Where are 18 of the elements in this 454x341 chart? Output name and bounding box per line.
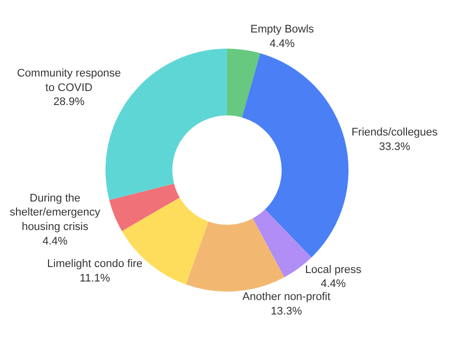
donut-slice bbox=[186, 218, 284, 292]
data-label: 11.1% bbox=[80, 272, 110, 284]
data-label: 4.4% bbox=[320, 278, 346, 290]
donut-slice bbox=[227, 48, 260, 118]
slice-label: Another non-profit bbox=[242, 291, 330, 304]
slice-label: Local press bbox=[305, 264, 362, 276]
slice-label: Friends/collegues bbox=[351, 126, 438, 139]
data-label: 13.3% bbox=[270, 306, 302, 318]
data-label: 33.3% bbox=[378, 140, 410, 153]
slice-label: During the shelter/emergency housing crisis bbox=[10, 192, 101, 234]
slice-label: Limelight condo fire bbox=[47, 258, 143, 270]
slice-label: Empty Bowls bbox=[250, 24, 314, 36]
slice-label: Community response to COVID bbox=[16, 68, 121, 94]
data-label: 4.4% bbox=[42, 235, 68, 248]
donut-slice bbox=[109, 184, 180, 232]
data-label: 4.4% bbox=[270, 38, 295, 50]
donut-slice bbox=[242, 53, 348, 258]
data-label: 28.9% bbox=[53, 96, 85, 108]
